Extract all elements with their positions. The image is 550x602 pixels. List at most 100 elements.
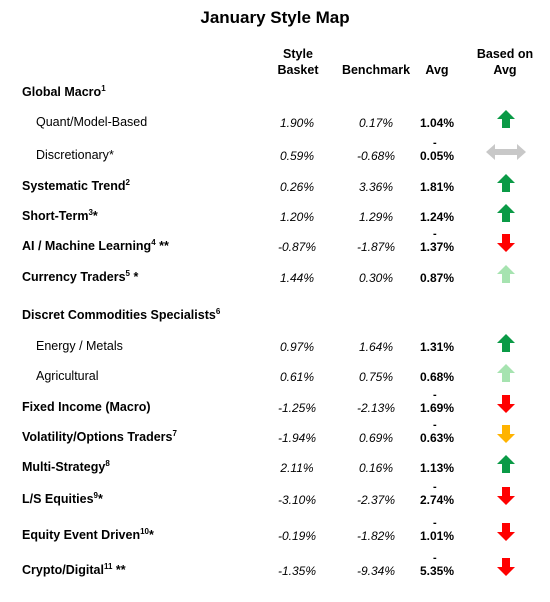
- trend-indicator: [496, 264, 516, 289]
- table-row: Fixed Income (Macro) -1.25% -2.13% -1.69%: [0, 389, 550, 418]
- avg-value: 5.35%: [419, 564, 455, 578]
- row-label: Agricultural: [36, 369, 99, 383]
- table-row: Global Macro1: [0, 83, 550, 103]
- header-based-on-avg-line1: Based on: [476, 47, 534, 61]
- asterisk-marker: *: [108, 148, 114, 162]
- negative-sign: -: [433, 228, 437, 240]
- negative-sign: -: [433, 481, 437, 493]
- trend-indicator: [496, 454, 516, 479]
- style-basket-value: 0.97%: [279, 340, 315, 354]
- asterisk-marker: **: [112, 563, 126, 577]
- negative-sign: -: [433, 389, 437, 401]
- trend-indicator: [496, 557, 516, 582]
- row-label-text: Short-Term: [22, 209, 89, 223]
- style-basket-value: 2.11%: [280, 461, 314, 475]
- row-label-text: Quant/Model-Based: [36, 115, 148, 129]
- row-label: Discret Commodities Specialists6: [22, 306, 221, 322]
- footnote-marker: 9: [93, 490, 98, 500]
- table-row: Short-Term3* 1.20% 1.29% 1.24%: [0, 204, 550, 227]
- down-arrow-red-icon: [497, 558, 515, 576]
- row-label: Systematic Trend2: [22, 178, 130, 193]
- row-label-text: Equity Event Driven: [22, 528, 141, 542]
- avg-value: 0.68%: [419, 370, 455, 384]
- up-arrow-green-icon: [497, 110, 515, 128]
- row-label-text: Agricultural: [36, 369, 99, 383]
- table-row: Currency Traders5 * 1.44% 0.30% 0.87%: [0, 265, 550, 288]
- asterisk-marker: *: [98, 492, 103, 506]
- header-style-basket: Style Basket: [268, 46, 328, 78]
- row-label-text: Crypto/Digital: [22, 563, 104, 577]
- benchmark-value: 3.36%: [358, 180, 394, 194]
- asterisk-marker: *: [129, 270, 139, 284]
- table-row: Multi-Strategy8 2.11% 0.16% 1.13%: [0, 455, 550, 478]
- table-row: Discretionary* 0.59% -0.68% -0.05%: [0, 137, 550, 166]
- style-basket-value: -3.10%: [277, 493, 317, 507]
- footnote-marker: 7: [172, 428, 177, 438]
- negative-sign: -: [433, 552, 437, 564]
- benchmark-value: -0.68%: [356, 149, 396, 163]
- asterisk-marker: *: [92, 209, 98, 223]
- footnote-marker: 1: [101, 83, 106, 93]
- style-basket-value: 0.59%: [279, 149, 315, 163]
- benchmark-value: 0.69%: [358, 431, 394, 445]
- benchmark-value: -1.87%: [356, 240, 396, 254]
- avg-value: 0.63%: [419, 431, 455, 445]
- left-right-arrow-gray-icon: [486, 144, 526, 160]
- style-basket-value: 0.61%: [279, 370, 315, 384]
- benchmark-value: -9.34%: [356, 564, 396, 578]
- page-title: January Style Map: [200, 8, 350, 27]
- footnote-marker: 10: [140, 526, 149, 536]
- style-basket-value: 1.44%: [279, 271, 315, 285]
- benchmark-value: 0.30%: [358, 271, 394, 285]
- row-label: Discretionary*: [36, 148, 114, 162]
- avg-value: 0.05%: [419, 149, 455, 163]
- row-label-text: Volatility/Options Traders: [22, 430, 173, 444]
- header-based-on-avg-line2: Avg: [493, 63, 517, 77]
- avg-value: 1.81%: [419, 180, 455, 194]
- row-label: Quant/Model-Based: [36, 115, 147, 129]
- header-style-basket-line2: Basket: [277, 63, 319, 77]
- trend-indicator: [496, 203, 516, 228]
- trend-indicator: [496, 333, 516, 358]
- trend-indicator: [496, 486, 516, 511]
- avg-value: 0.87%: [419, 271, 455, 285]
- row-label-text: L/S Equities: [22, 492, 94, 506]
- footnote-marker: 11: [103, 561, 113, 571]
- table-row: Quant/Model-Based 1.90% 0.17% 1.04%: [0, 110, 550, 133]
- trend-indicator: [496, 394, 516, 419]
- benchmark-value: 0.75%: [358, 370, 394, 384]
- table-row: Volatility/Options Traders7 -1.94% 0.69% -0…: [0, 419, 550, 448]
- up-arrow-green-icon: [497, 174, 515, 192]
- down-arrow-red-icon: [497, 234, 515, 252]
- table-row: Crypto/Digital11 ** -1.35% -9.34% -5.35%: [0, 552, 550, 581]
- style-basket-value: 1.20%: [279, 210, 315, 224]
- style-basket-value: 0.26%: [279, 180, 315, 194]
- row-label: Currency Traders5 *: [22, 269, 139, 284]
- benchmark-value: 1.29%: [358, 210, 394, 224]
- down-arrow-red-icon: [497, 523, 515, 541]
- row-label-text: Multi-Strategy: [22, 460, 106, 474]
- asterisk-marker: *: [149, 528, 154, 542]
- header-benchmark: Benchmark: [341, 63, 411, 77]
- negative-sign: -: [433, 517, 437, 529]
- benchmark-value: 0.16%: [358, 461, 394, 475]
- avg-value: 1.69%: [419, 401, 455, 415]
- asterisk-marker: **: [155, 239, 169, 253]
- benchmark-value: -2.13%: [356, 401, 396, 415]
- trend-indicator: [496, 424, 516, 449]
- avg-value: 1.37%: [419, 240, 455, 254]
- up-arrow-green-icon: [497, 455, 515, 473]
- down-arrow-red-icon: [497, 395, 515, 413]
- down-arrow-orange-icon: [497, 425, 515, 443]
- header-based-on-avg: Based on Avg: [470, 46, 540, 78]
- style-basket-value: -0.87%: [277, 240, 317, 254]
- table-row: L/S Equities9* -3.10% -2.37% -2.74%: [0, 481, 550, 510]
- avg-value: 1.24%: [419, 210, 455, 224]
- footnote-marker: 6: [215, 306, 221, 316]
- row-label: Multi-Strategy8: [22, 459, 110, 474]
- row-label-text: AI / Machine Learning: [22, 239, 152, 253]
- down-arrow-red-icon: [497, 487, 515, 505]
- trend-indicator: [496, 233, 516, 258]
- trend-indicator: [496, 522, 516, 547]
- style-basket-value: -1.25%: [277, 401, 317, 415]
